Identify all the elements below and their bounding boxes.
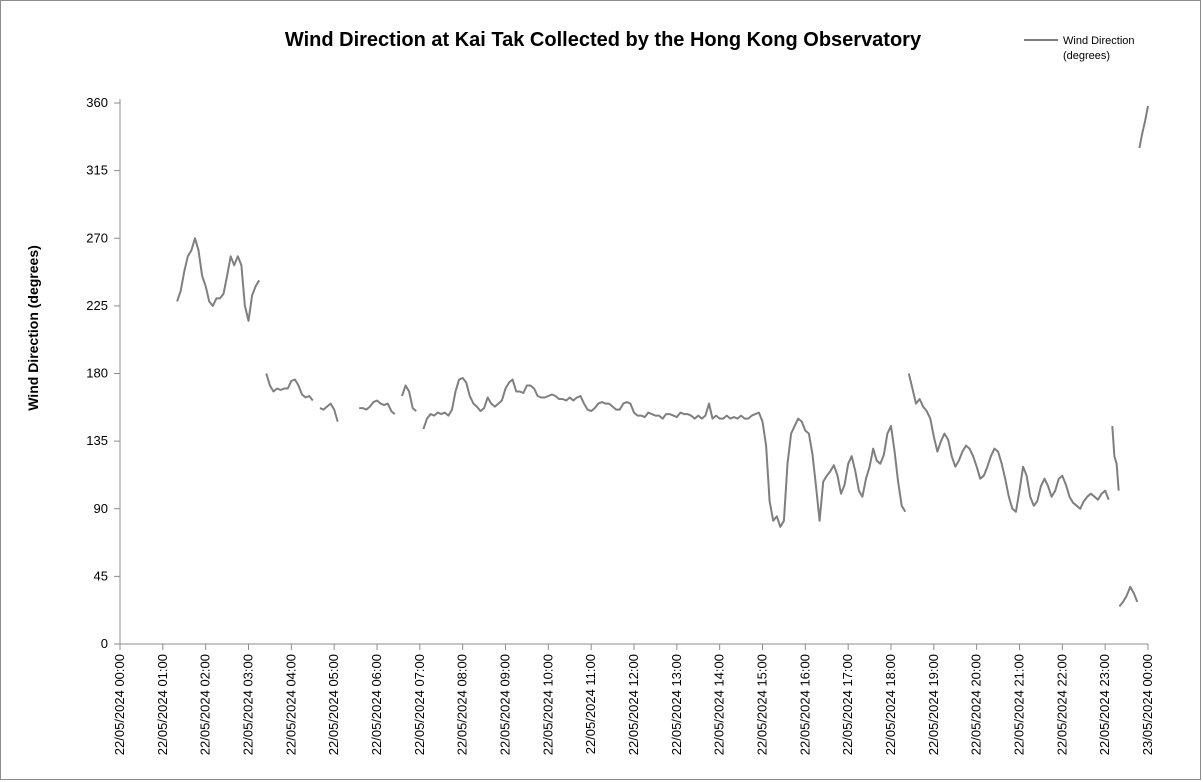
series-line-segment (1111, 426, 1120, 491)
y-tick-label: 45 (94, 568, 108, 583)
series-line-segment (1138, 105, 1149, 149)
x-tick-label: 22/05/2024 03:00 (241, 654, 256, 755)
y-tick-label: 360 (86, 95, 108, 110)
series-line-segment (359, 399, 396, 415)
x-tick-label: 22/05/2024 11:00 (583, 654, 598, 754)
x-axis: 22/05/2024 00:00 22/05/2024 01:00 22/05/20… (112, 643, 1155, 755)
x-tick-label: 22/05/2024 07:00 (412, 654, 427, 755)
y-tick-label: 90 (94, 501, 108, 516)
x-tick-label: 22/05/2024 06:00 (369, 654, 384, 755)
series-line-segment (265, 373, 314, 402)
legend: Wind Direction (degrees) (1024, 35, 1135, 62)
x-tick-label: 22/05/2024 04:00 (283, 654, 298, 755)
x-tick-label: 22/05/2024 01:00 (155, 654, 170, 755)
x-tick-label: 22/05/2024 21:00 (1012, 654, 1027, 755)
legend-label-line-1: Wind Direction (1063, 35, 1135, 47)
chart-title: Wind Direction at Kai Tak Collected by t… (285, 29, 922, 51)
y-tick-label: 180 (86, 366, 108, 381)
x-tick-label: 22/05/2024 15:00 (755, 654, 770, 755)
x-tick-label: 22/05/2024 05:00 (326, 654, 341, 755)
x-tick-label: 22/05/2024 20:00 (969, 654, 984, 755)
series-line-segment (907, 373, 1110, 513)
x-tick-label: 22/05/2024 19:00 (926, 654, 941, 755)
y-tick-label: 225 (86, 298, 108, 313)
y-axis-label: Wind Direction (degrees) (25, 245, 41, 411)
y-tick-label: 0 (101, 636, 108, 651)
x-tick-label: 22/05/2024 12:00 (626, 654, 641, 755)
series-line-segment (422, 377, 907, 528)
y-axis: 0 45 90 135 180 225 270 315 360 (86, 95, 121, 651)
y-tick-label: 315 (86, 163, 108, 178)
series-line-segment (319, 402, 339, 422)
x-tick-label: 22/05/2024 17:00 (840, 654, 855, 755)
x-tick-label: 22/05/2024 23:00 (1097, 654, 1112, 755)
x-tick-label: 22/05/2024 16:00 (797, 654, 812, 755)
x-tick-label: 22/05/2024 14:00 (712, 654, 727, 755)
y-tick-label: 135 (86, 433, 108, 448)
x-tick-label: 22/05/2024 22:00 (1054, 654, 1069, 755)
x-tick-label: 22/05/2024 18:00 (883, 654, 898, 755)
series-line-segment (176, 237, 261, 322)
series-line-segment (1118, 585, 1139, 608)
series-line-segment (401, 384, 417, 412)
x-tick-label: 22/05/2024 08:00 (455, 654, 470, 755)
series-wind-direction (176, 105, 1149, 608)
x-tick-label: 22/05/2024 00:00 (112, 654, 127, 755)
x-tick-label: 22/05/2024 10:00 (540, 654, 555, 755)
x-tick-label: 22/05/2024 09:00 (498, 654, 513, 755)
legend-label-line-2: (degrees) (1063, 50, 1110, 62)
x-tick-label: 22/05/2024 13:00 (669, 654, 684, 755)
x-tick-label: 22/05/2024 02:00 (198, 654, 213, 755)
x-tick-label: 23/05/2024 00:00 (1140, 654, 1155, 755)
y-tick-label: 270 (86, 230, 108, 245)
